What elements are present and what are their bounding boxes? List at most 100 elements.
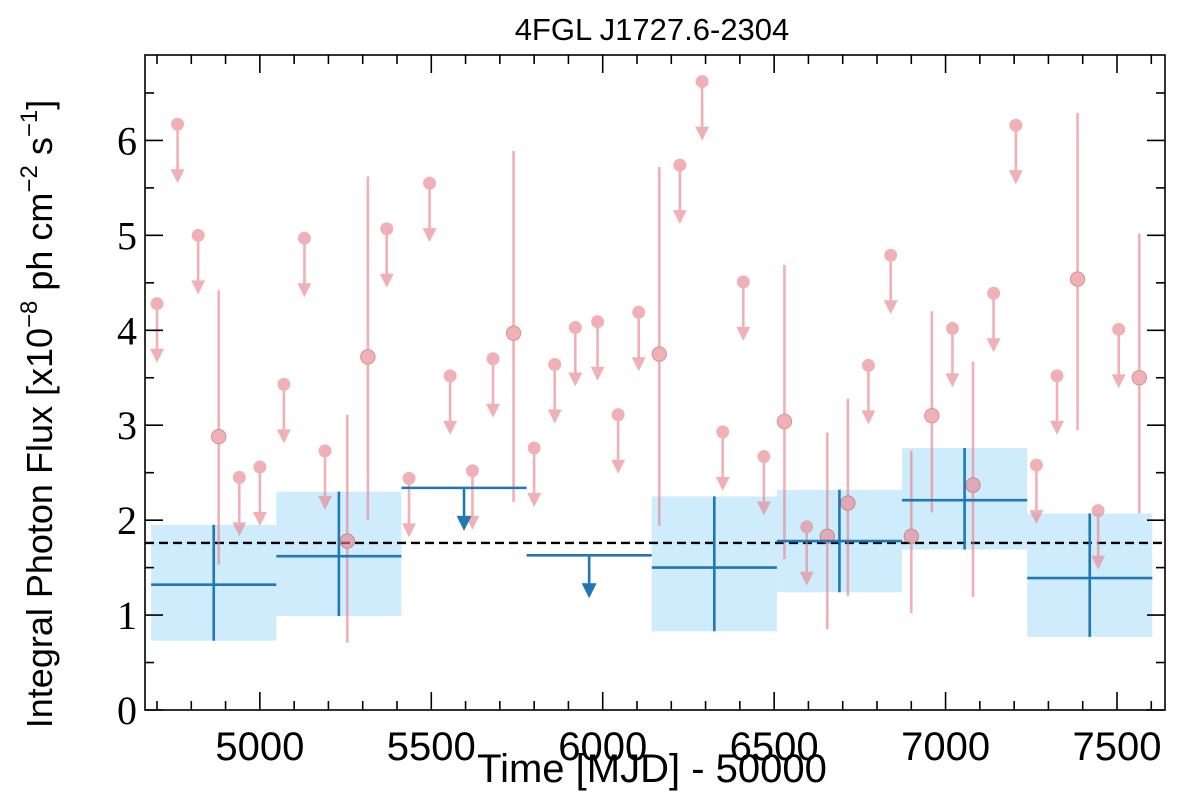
monthly-point [903, 528, 919, 544]
monthly-upper-limit-33 [1091, 504, 1106, 570]
monthly-ul-marker [632, 305, 646, 319]
monthly-upper-limit-5 [276, 377, 291, 444]
y-tick-label: 3 [117, 403, 137, 448]
monthly-ul-arrowhead [191, 280, 206, 295]
monthly-upper-limit-17 [590, 315, 605, 381]
yearly-detection-4 [902, 448, 1028, 550]
monthly-upper-limit-7 [318, 444, 332, 510]
monthly-point [360, 349, 376, 365]
monthly-upper-limit-13 [486, 352, 500, 418]
x-axis-label: Time [MJD] - 50000 [477, 747, 827, 791]
monthly-upper-limit-16 [568, 320, 583, 387]
monthly-detection-6 [819, 432, 835, 630]
monthly-ul-marker [191, 228, 205, 242]
monthly-ul-arrowhead [527, 493, 542, 507]
monthly-ul-arrowhead [1050, 420, 1064, 435]
monthly-ul-arrowhead [402, 523, 416, 538]
yearly-detection-3 [776, 489, 903, 593]
monthly-upper-limit-29 [986, 286, 1001, 353]
monthly-ul-marker [1091, 504, 1105, 518]
monthly-point [965, 477, 981, 493]
monthly-ul-marker [1029, 458, 1043, 472]
monthly-ul-marker [884, 248, 898, 262]
monthly-ul-marker [423, 176, 437, 190]
monthly-point [1069, 271, 1086, 287]
yearly-layer [151, 448, 1153, 641]
monthly-point [211, 428, 227, 445]
monthly-upper-limit-1 [170, 117, 185, 184]
x-tick-label: 6500 [730, 725, 819, 769]
monthly-detection-2 [360, 176, 376, 521]
monthly-point [840, 495, 856, 511]
monthly-ul-arrowhead [1008, 170, 1023, 185]
monthly-ul-arrowhead [799, 571, 814, 586]
monthly-upper-limit-9 [402, 471, 416, 538]
monthly-ul-arrowhead [252, 511, 267, 526]
monthly-upper-limit-21 [695, 75, 710, 141]
monthly-upper-limit-2 [191, 228, 206, 295]
monthly-upper-limit-3 [232, 470, 247, 537]
monthly-ul-arrowhead [861, 410, 876, 425]
monthly-detection-3 [505, 150, 522, 503]
monthly-ul-arrowhead [232, 522, 247, 537]
monthly-ul-marker [800, 520, 814, 534]
y-axis-label-prefix: Integral Photon Flux [x10 [19, 328, 60, 728]
monthly-ul-arrowhead [883, 300, 898, 315]
monthly-ul-marker [548, 357, 562, 371]
monthly-ul-marker [611, 408, 625, 422]
monthly-ul-marker [277, 377, 291, 391]
monthly-ul-arrowhead [756, 501, 771, 516]
monthly-point [651, 346, 667, 362]
monthly-ul-arrowhead [1091, 555, 1106, 570]
monthly-point [924, 408, 940, 424]
y-tick-label: 0 [117, 688, 137, 733]
monthly-ul-marker [380, 222, 394, 236]
monthly-ul-arrowhead [631, 357, 646, 372]
monthly-ul-marker [253, 460, 267, 474]
monthly-ul-marker [695, 75, 709, 89]
x-tick-label: 5500 [387, 725, 476, 769]
monthly-ul-arrowhead [443, 420, 458, 435]
monthly-ul-marker [987, 286, 1001, 300]
monthly-ul-arrowhead [150, 348, 164, 363]
yearly-upper-limit-0 [401, 486, 527, 531]
monthly-ul-marker [297, 231, 311, 245]
monthly-ul-marker [757, 450, 771, 464]
monthly-ul-arrowhead [1111, 374, 1126, 389]
monthly-upper-limit-11 [443, 369, 458, 435]
monthly-ul-marker [150, 297, 164, 311]
monthly-ul-marker [861, 358, 875, 372]
y-tick-label: 2 [117, 498, 137, 543]
monthly-detection-0 [211, 290, 227, 565]
monthly-ul-arrowhead [276, 429, 291, 444]
y-axis-label-mid: ph cm [19, 193, 60, 301]
yearly-detection-2 [651, 496, 777, 632]
x-tick-label: 5000 [215, 725, 304, 769]
monthly-point [505, 325, 522, 341]
monthly-upper-limit-6 [297, 231, 312, 298]
monthly-ul-marker [568, 320, 582, 334]
monthly-ul-marker [1112, 322, 1126, 336]
monthly-upper-limit-30 [1008, 118, 1023, 185]
yearly-detection-0 [151, 524, 277, 641]
y-axis-label: Integral Photon Flux [x10−8 ph cm−2 s−1] [16, 100, 60, 728]
monthly-point [339, 533, 355, 549]
monthly-ul-arrowhead [297, 283, 312, 298]
monthly-point [1131, 370, 1147, 386]
monthly-ul-arrowhead [945, 373, 960, 388]
monthly-upper-limit-34 [1111, 322, 1126, 389]
monthly-upper-limit-18 [611, 408, 626, 474]
y-axis-label-exp3: −1 [16, 110, 43, 137]
monthly-ul-arrowhead [611, 459, 626, 474]
y-axis-label-exp1: −8 [16, 301, 43, 328]
monthly-detection-8 [903, 450, 919, 614]
monthly-ul-marker [443, 369, 457, 383]
monthly-ul-arrowhead [486, 403, 500, 418]
yearly-detection-1 [276, 491, 402, 617]
monthly-ul-arrowhead [590, 366, 605, 381]
monthly-upper-limit-15 [547, 357, 562, 424]
monthly-ul-arrowhead [318, 495, 332, 510]
y-axis-label-exp2: −2 [16, 165, 43, 192]
monthly-upper-limit-14 [527, 441, 542, 507]
x-tick-label: 7000 [901, 725, 990, 769]
